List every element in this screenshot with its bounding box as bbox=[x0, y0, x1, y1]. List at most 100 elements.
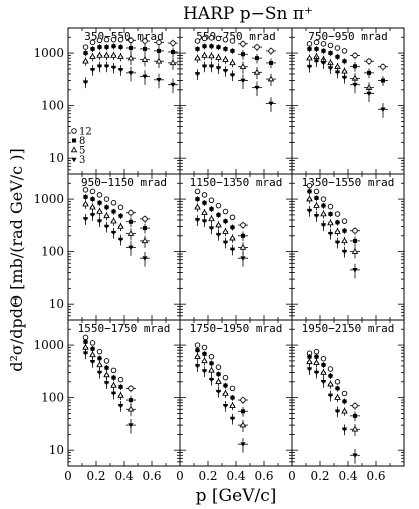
data-point bbox=[334, 228, 341, 234]
data-point bbox=[117, 36, 124, 43]
data-point bbox=[307, 189, 312, 194]
data-point bbox=[82, 217, 89, 222]
data-point bbox=[90, 197, 95, 202]
data-point bbox=[208, 353, 215, 360]
data-point bbox=[352, 268, 358, 273]
data-point bbox=[327, 380, 334, 387]
data-point bbox=[201, 357, 208, 364]
data-point bbox=[314, 46, 319, 51]
y-tick-label: 1000 bbox=[33, 192, 64, 206]
panel-frame bbox=[179, 173, 293, 321]
data-point bbox=[320, 41, 327, 47]
data-point bbox=[222, 240, 229, 246]
data-point bbox=[208, 366, 215, 373]
data-point bbox=[96, 64, 103, 70]
data-point bbox=[142, 38, 148, 44]
data-point bbox=[223, 219, 228, 224]
data-point bbox=[104, 45, 109, 50]
data-point bbox=[313, 214, 320, 219]
data-point bbox=[103, 196, 110, 202]
data-point bbox=[222, 56, 229, 62]
data-point bbox=[103, 358, 110, 364]
data-point bbox=[208, 197, 215, 203]
data-point bbox=[117, 204, 124, 210]
data-point bbox=[254, 44, 260, 50]
x-tick-label: 0.6 bbox=[254, 469, 273, 483]
data-point bbox=[208, 35, 215, 41]
data-point bbox=[82, 187, 89, 193]
data-point bbox=[229, 38, 236, 44]
data-point bbox=[313, 202, 320, 208]
data-point bbox=[141, 56, 149, 62]
panel-angle-label: 1550−1750 mrad bbox=[78, 322, 171, 335]
series-12 bbox=[306, 182, 360, 235]
data-point bbox=[253, 68, 261, 75]
legend-label: 8 bbox=[79, 136, 85, 147]
data-point bbox=[89, 203, 96, 210]
data-point bbox=[117, 237, 124, 243]
data-point bbox=[335, 54, 340, 59]
panel-angle-label: 550−750 mrad bbox=[196, 30, 275, 43]
panel-5: 1150−1350 mrad bbox=[179, 173, 293, 321]
data-point bbox=[111, 375, 116, 380]
data-point bbox=[239, 243, 247, 250]
data-point bbox=[328, 373, 333, 378]
data-point bbox=[83, 51, 88, 56]
data-point bbox=[353, 238, 357, 243]
data-point bbox=[83, 339, 88, 344]
x-tick-label: 0.2 bbox=[86, 469, 105, 483]
x-tick-label: 0.2 bbox=[198, 469, 217, 483]
data-point bbox=[268, 101, 274, 107]
data-point bbox=[229, 59, 236, 66]
data-point bbox=[320, 223, 327, 228]
series-3 bbox=[194, 361, 248, 453]
series-8 bbox=[83, 43, 178, 58]
data-point bbox=[194, 218, 201, 223]
data-point bbox=[96, 361, 103, 368]
data-point bbox=[327, 42, 334, 49]
data-point bbox=[208, 52, 215, 59]
panel-angle-label: 1350−1550 mrad bbox=[302, 176, 395, 189]
panel-angle-label: 1950−2150 mrad bbox=[302, 322, 395, 335]
data-point bbox=[334, 45, 341, 51]
data-point bbox=[327, 366, 334, 372]
data-point bbox=[327, 231, 334, 237]
series-5 bbox=[194, 51, 276, 86]
data-point bbox=[201, 344, 208, 351]
data-point bbox=[321, 48, 326, 53]
data-point bbox=[313, 370, 320, 376]
data-point bbox=[82, 200, 89, 207]
y-tick-label: 1000 bbox=[33, 46, 64, 60]
data-point bbox=[83, 194, 88, 199]
series-12 bbox=[194, 342, 248, 405]
data-point bbox=[103, 64, 110, 70]
x-tick-label: 0.2 bbox=[310, 469, 329, 483]
data-point bbox=[314, 195, 319, 200]
panel-4: 950−1150 mrad 10 100 1000 bbox=[33, 173, 181, 321]
y-axis-label: d²σ/dpdΘ [mb/(rad GeV/c )] bbox=[7, 148, 26, 371]
data-point bbox=[306, 367, 313, 372]
series-3 bbox=[82, 348, 136, 434]
data-point bbox=[118, 384, 123, 389]
legend-marker bbox=[71, 157, 77, 163]
x-tick-label: 0.4 bbox=[226, 469, 245, 483]
data-point bbox=[341, 390, 348, 397]
data-point bbox=[201, 51, 208, 58]
data-point bbox=[351, 425, 359, 432]
data-point bbox=[82, 80, 89, 85]
legend-label: 5 bbox=[79, 146, 85, 157]
data-point bbox=[334, 240, 341, 246]
data-point bbox=[194, 54, 201, 61]
data-point bbox=[229, 416, 236, 422]
data-point bbox=[103, 36, 110, 43]
data-point bbox=[89, 188, 96, 195]
data-point bbox=[215, 232, 222, 238]
data-point bbox=[169, 59, 177, 66]
data-point bbox=[155, 57, 163, 64]
data-point bbox=[341, 249, 348, 255]
data-point bbox=[117, 222, 124, 229]
y-tick-label: 100 bbox=[41, 391, 64, 405]
data-point bbox=[103, 51, 110, 58]
data-point bbox=[335, 220, 340, 225]
